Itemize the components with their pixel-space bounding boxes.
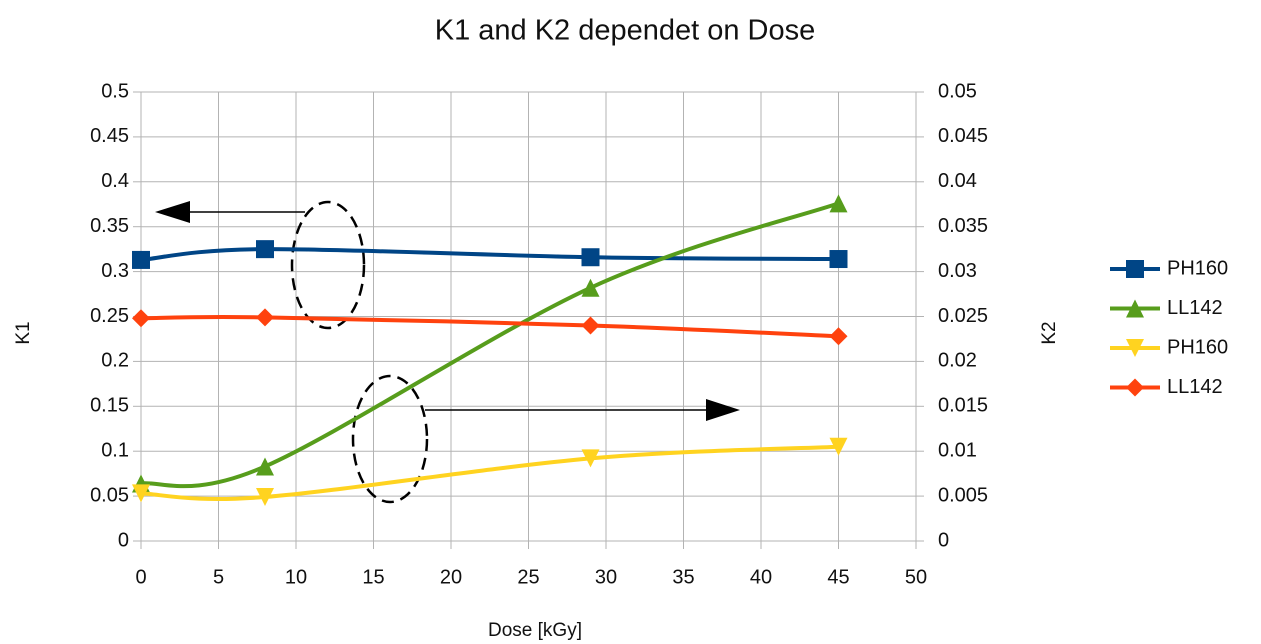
x-tick-label: 30: [595, 566, 617, 588]
y-tick-label: 0.05: [90, 484, 129, 506]
y-tick-label: 0.15: [90, 395, 129, 417]
x-tick-label: 0: [135, 566, 146, 588]
y-tick-label: 0: [118, 529, 129, 551]
dashed-ellipse: [351, 374, 429, 504]
legend-label: PH160: [1167, 257, 1228, 279]
y-tick-label: 0.35: [90, 215, 129, 237]
y2-tick-label: 0.05: [938, 80, 977, 102]
y2-axis-label: K2: [1039, 321, 1060, 344]
y2-tick-label: 0.025: [938, 305, 988, 327]
y-tick-label: 0.3: [101, 260, 129, 282]
legend-label: PH160: [1167, 336, 1228, 358]
x-tick-label: 45: [827, 566, 849, 588]
marker: [132, 250, 150, 269]
dashed-ellipse: [290, 200, 366, 330]
chart-title: K1 and K2 dependet on Dose: [435, 15, 816, 47]
marker: [132, 309, 150, 328]
arrow-head: [155, 201, 190, 223]
y-tick-label: 0.45: [90, 125, 129, 147]
y2-tick-label: 0: [938, 529, 949, 551]
legend-label: LL142: [1167, 297, 1223, 319]
marker: [256, 308, 274, 327]
y-tick-label: 0.2: [101, 350, 129, 372]
y-tick-label: 0.1: [101, 439, 129, 461]
x-tick-label: 15: [362, 566, 384, 588]
x-tick-label: 50: [905, 566, 927, 588]
legend-marker: [1126, 378, 1144, 397]
legend-label: LL142: [1167, 376, 1223, 398]
x-tick-label: 35: [672, 566, 694, 588]
y2-tick-label: 0.015: [938, 395, 988, 417]
plot: [132, 194, 848, 506]
y-axis-label: K1: [13, 321, 34, 344]
series-line: [140, 201, 840, 489]
x-tick-label: 5: [213, 566, 224, 588]
marker: [256, 240, 274, 259]
y2-tick-label: 0.04: [938, 170, 977, 192]
y2-tick-label: 0.01: [938, 439, 977, 461]
y2-tick-label: 0.045: [938, 125, 988, 147]
marker: [581, 316, 600, 335]
marker: [132, 484, 150, 503]
marker: [829, 250, 848, 269]
legend-marker: [1126, 339, 1144, 357]
marker: [829, 437, 848, 456]
y-tick-label: 0.25: [90, 305, 129, 327]
marker: [581, 449, 600, 468]
arrow-head: [706, 399, 740, 421]
marker: [829, 194, 848, 213]
y2-tick-label: 0.035: [938, 215, 988, 237]
y2-tick-label: 0.02: [938, 350, 977, 372]
x-axis-label: Dose [kGy]: [488, 620, 582, 641]
marker: [581, 278, 600, 297]
x-tick-label: 40: [750, 566, 772, 588]
annotations: [155, 200, 740, 504]
y-tick-label: 0.5: [101, 80, 129, 102]
marker: [581, 248, 600, 267]
x-tick-label: 25: [517, 566, 539, 588]
legend-marker: [1126, 299, 1144, 318]
x-tick-label: 10: [285, 566, 307, 588]
marker: [829, 327, 848, 346]
marker: [256, 457, 274, 476]
legend-marker: [1126, 260, 1144, 278]
x-tick-label: 20: [440, 566, 462, 588]
series-line: [140, 247, 839, 262]
series-line: [140, 315, 839, 339]
y2-tick-label: 0.03: [938, 260, 977, 282]
y2-tick-label: 0.005: [938, 484, 988, 506]
marker: [256, 487, 274, 506]
y-tick-label: 0.4: [101, 170, 129, 192]
series-line: [140, 444, 839, 501]
